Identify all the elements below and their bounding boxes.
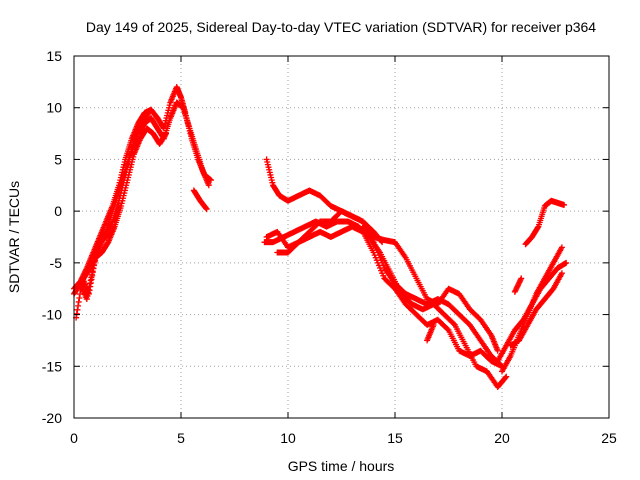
y-tick-label: -20 (42, 410, 62, 426)
plot-frame (73, 55, 610, 419)
axis-ticks (73, 55, 610, 419)
chart-title: Day 149 of 2025, Sidereal Day-to-day VTE… (86, 19, 596, 35)
data-point (558, 244, 565, 251)
y-tick-label: 15 (46, 48, 62, 64)
x-tick-labels: 0 5 10 15 20 25 (70, 430, 617, 446)
y-axis-label: SDTVAR / TECUs (6, 181, 22, 293)
x-tick-label: 20 (494, 430, 510, 446)
y-tick-label: 0 (54, 203, 62, 219)
series-segment-a5 (190, 187, 210, 213)
data-point (503, 373, 510, 380)
series-segment-c5 (511, 275, 525, 295)
series-segment-b5 (359, 223, 501, 354)
series-segment-b4 (274, 208, 505, 370)
series-segment-a2 (71, 99, 212, 297)
y-tick-label: -15 (42, 358, 62, 374)
data-point (558, 270, 565, 277)
y-tick-label: 10 (46, 100, 62, 116)
data-point (518, 275, 525, 282)
data-point (163, 130, 170, 137)
series-segment-a4 (77, 106, 155, 303)
data-points (71, 84, 570, 390)
data-point (450, 320, 457, 327)
y-tick-label: -10 (42, 307, 62, 323)
data-point (561, 201, 568, 208)
data-point (430, 321, 437, 328)
x-tick-label: 0 (70, 430, 78, 446)
data-point (563, 259, 570, 266)
series-segment-b2 (261, 218, 510, 390)
y-tick-label: 5 (54, 151, 62, 167)
y-tick-labels: -20 -15 -10 -5 0 5 10 15 (42, 48, 62, 426)
data-point (205, 182, 212, 189)
x-tick-label: 5 (177, 430, 185, 446)
x-tick-label: 25 (601, 430, 617, 446)
data-point (502, 374, 509, 381)
series-segment-c4 (522, 197, 568, 248)
y-tick-label: -5 (50, 255, 63, 271)
data-point (148, 106, 155, 113)
data-point (444, 326, 451, 333)
data-point (203, 206, 210, 213)
series-segment-c3 (507, 270, 565, 349)
data-point (494, 347, 501, 354)
x-axis-label: GPS time / hours (288, 458, 395, 474)
x-tick-label: 15 (387, 430, 403, 446)
series-segment-b6 (424, 321, 437, 344)
x-tick-label: 10 (280, 430, 296, 446)
